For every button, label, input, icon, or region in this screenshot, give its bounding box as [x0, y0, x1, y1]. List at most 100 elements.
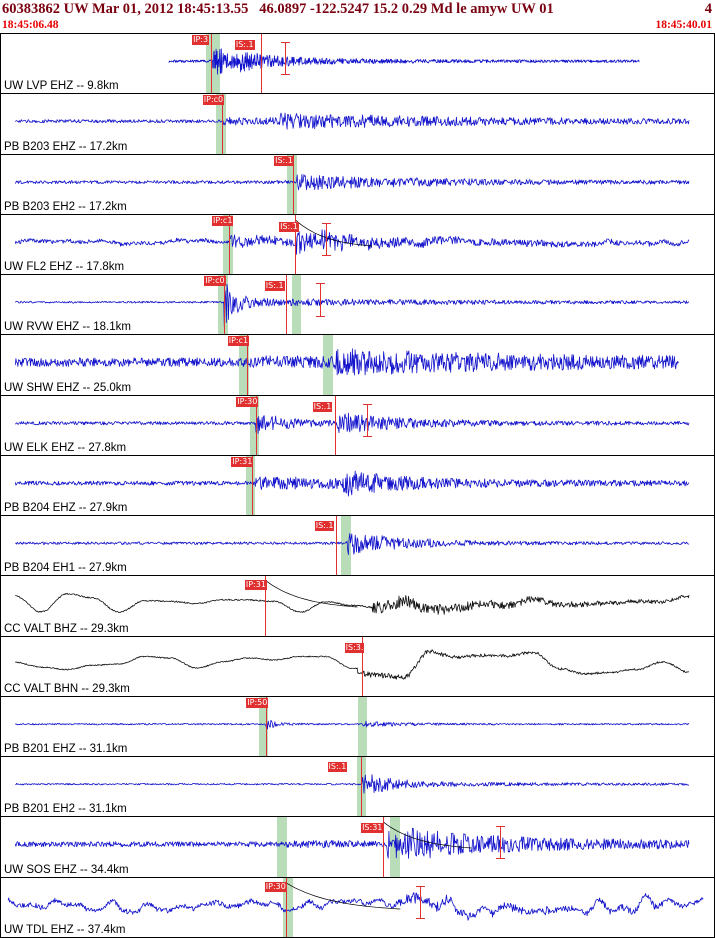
- station-label: PB B201 EHZ -- 31.1km: [4, 743, 128, 756]
- amplitude-error-marker: [322, 223, 332, 257]
- coda-decay-curve: [265, 581, 358, 608]
- seismogram-trace: [15, 648, 690, 680]
- pick-flag[interactable]: IP:30: [264, 881, 287, 892]
- pick-time-line: [255, 395, 257, 455]
- pick-flag[interactable]: IP:50: [246, 697, 269, 708]
- seismogram-trace: [15, 774, 690, 794]
- waveform: [14, 219, 690, 255]
- amplitude-error-marker: [315, 283, 325, 317]
- station-label: PB B204 EH1 -- 27.9km: [4, 562, 127, 575]
- trace-panel-12[interactable]: IP:50 PB B201 EHZ -- 31.1km: [0, 695, 715, 758]
- seismogram-trace: [15, 112, 690, 130]
- station-label: CC VALT BHN -- 29.3km: [4, 682, 130, 695]
- pick-flag[interactable]: IS:.1: [234, 40, 255, 50]
- pick-flag[interactable]: IP:c1: [227, 336, 250, 347]
- trace-panel-13[interactable]: IS:.1 PB B201 EH2 -- 31.1km: [0, 756, 715, 818]
- pick-flag[interactable]: IS:.1: [264, 281, 285, 292]
- seismogram-trace: [168, 48, 640, 75]
- amplitude-error-marker: [496, 825, 506, 859]
- trace-panel-3[interactable]: IS:.1 PB B203 EH2 -- 17.2km: [0, 153, 715, 215]
- pick-time-line: [361, 757, 363, 817]
- trace-panel-4[interactable]: IP:c1 IS:.1 UW FL2 EHZ -- 17.8km: [0, 213, 715, 276]
- coda-decay-curve: [382, 822, 472, 849]
- pick-uncertainty-band: [249, 395, 260, 455]
- trace-panel-2[interactable]: IP:c0 PB B203 EHZ -- 17.2km: [0, 93, 715, 155]
- amplitude-error-marker: [416, 886, 426, 920]
- pick-flag[interactable]: IS:.1: [279, 221, 299, 232]
- waveform: [15, 648, 690, 680]
- trace-panel-6[interactable]: IP:c1 UW SHW EHZ -- 25.0km: [0, 334, 715, 396]
- pick-flag[interactable]: IP:c0: [202, 95, 225, 106]
- pick-uncertainty-band: [283, 877, 294, 937]
- pick-flag[interactable]: IS:3.: [344, 642, 365, 653]
- amplitude-error-marker: [281, 42, 291, 76]
- seismogram-trace: [15, 412, 690, 434]
- pick-flag[interactable]: IS:31: [361, 823, 384, 834]
- title-row: 60383862 UW Mar 01, 2012 18:45:13.55 46.…: [2, 1, 712, 18]
- pick-time-line: [229, 214, 231, 275]
- waveform: [15, 774, 690, 794]
- pick-flag[interactable]: IS:.1: [327, 762, 348, 773]
- trace-panel-10[interactable]: IP:31 CC VALT BHZ -- 29.3km: [0, 575, 715, 637]
- station-label: UW SHW EHZ -- 25.0km: [4, 381, 132, 394]
- pick-flag[interactable]: IP:3: [192, 35, 210, 45]
- waveform: [15, 581, 690, 616]
- pick-flag[interactable]: IS:.1: [274, 155, 294, 166]
- pick-time-line: [246, 335, 248, 395]
- waveform: [14, 173, 690, 190]
- pick-time-line: [383, 817, 385, 877]
- pick-uncertainty-band: [223, 214, 234, 275]
- pick-uncertainty-band: [259, 696, 269, 757]
- pick-uncertainty-band: [218, 275, 228, 335]
- pick-uncertainty-band: [276, 817, 287, 877]
- waveform: [15, 112, 690, 130]
- pick-time-line: [222, 94, 224, 154]
- pick-flag[interactable]: IP:30: [236, 396, 259, 407]
- pick-time-line: [265, 696, 267, 757]
- seismogram-trace: [14, 283, 690, 328]
- station-label: PB B203 EH2 -- 17.2km: [4, 200, 127, 213]
- trace-panel-9[interactable]: IS:.1 PB B204 EH1 -- 27.9km: [0, 515, 715, 577]
- trace-list: IP:3 IS:.1 UW LVP EHZ -- 9.8km IP:c0 PB B203…: [0, 33, 715, 938]
- trace-panel-14[interactable]: IS:31 UW SOS EHZ -- 34.4km: [0, 816, 715, 878]
- seismogram-trace: [14, 348, 679, 376]
- waveform: [14, 822, 690, 860]
- event-summary: 60383862 UW Mar 01, 2012 18:45:13.55 46.…: [2, 1, 554, 17]
- pick-flag[interactable]: IS:.1: [314, 521, 335, 532]
- waveform: [14, 719, 690, 730]
- seismogram-trace: [14, 828, 690, 860]
- pick-time-line: [293, 154, 295, 214]
- waveform: [14, 470, 690, 497]
- pick-flag[interactable]: IP:c0: [204, 276, 226, 287]
- pick-uncertainty-band: [286, 154, 297, 214]
- seismogram-trace: [14, 719, 690, 730]
- pick-uncertainty-band: [291, 275, 302, 335]
- station-label: PB B203 EHZ -- 17.2km: [4, 140, 128, 153]
- pick-time-line: [251, 455, 253, 516]
- pick-time-line: [211, 34, 213, 94]
- station-label: UW ELK EHZ -- 27.8km: [4, 441, 127, 454]
- coda-decay-curve: [286, 882, 401, 910]
- trace-panel-7[interactable]: IP:30 IS:.1 UW ELK EHZ -- 27.8km: [0, 394, 715, 456]
- pick-flag[interactable]: IP:31: [244, 580, 267, 591]
- trace-panel-1[interactable]: IP:3 IS:.1 UW LVP EHZ -- 9.8km: [0, 33, 715, 95]
- pick-time-line: [224, 275, 226, 335]
- station-label: UW RVW EHZ -- 18.1km: [4, 321, 131, 334]
- coda-decay-curve: [295, 219, 372, 247]
- seismogram-trace: [15, 533, 690, 556]
- pick-uncertainty-band: [341, 516, 352, 576]
- waveform: [14, 283, 690, 328]
- trace-panel-5[interactable]: IP:c0 IS:.1 UW RVW EHZ -- 18.1km: [0, 274, 715, 336]
- trace-panel-8[interactable]: IP:31 PB B204 EHZ -- 27.9km: [0, 454, 715, 517]
- pick-flag[interactable]: IS:.1: [312, 401, 333, 412]
- trace-panel-15[interactable]: IP:30 UW TDL EHZ -- 37.4km: [0, 876, 715, 938]
- window-start-time: 18:45:06.48: [2, 19, 59, 31]
- seismogram-trace: [14, 229, 690, 255]
- pick-flag[interactable]: IP:c1: [212, 215, 234, 226]
- trace-panel-11[interactable]: IS:3. CC VALT BHN -- 29.3km: [0, 635, 715, 697]
- seismogram-trace: [15, 593, 690, 616]
- seismogram-trace: [14, 173, 690, 190]
- pick-time-line: [334, 395, 336, 455]
- pick-flag[interactable]: IP:31: [231, 456, 254, 467]
- pick-time-line: [286, 275, 288, 335]
